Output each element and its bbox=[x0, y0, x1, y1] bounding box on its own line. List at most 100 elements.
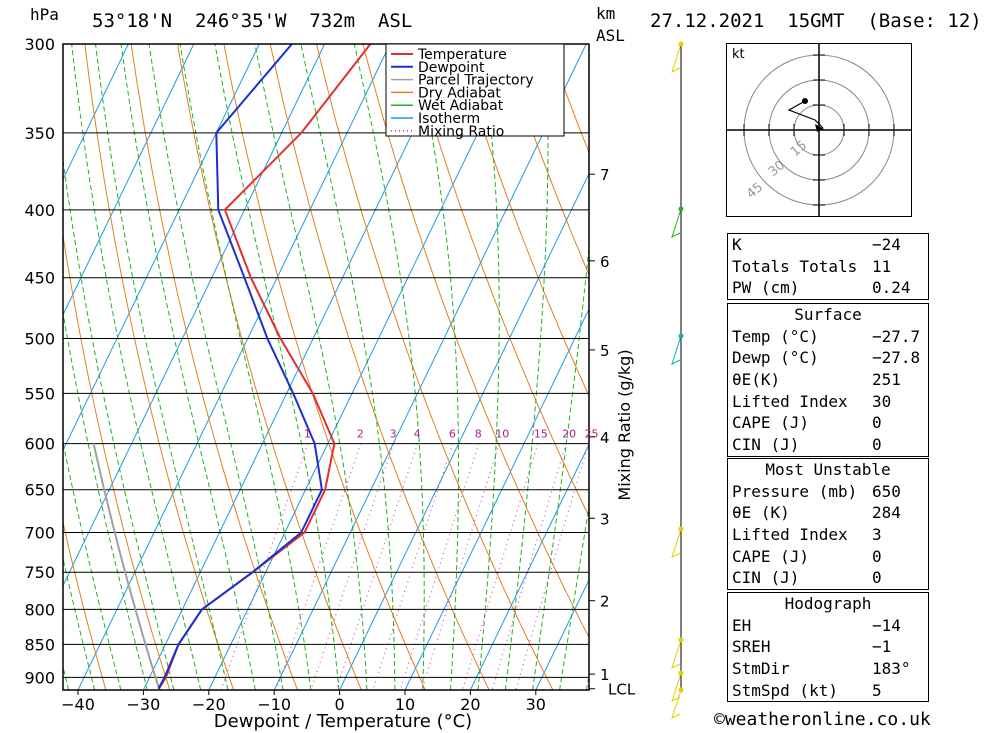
km-label: km bbox=[596, 4, 616, 23]
wet-adiabat-line bbox=[504, 44, 549, 690]
param-value: 0.24 bbox=[872, 278, 911, 298]
pressure-tick-label: 900 bbox=[24, 668, 55, 687]
isotherm-line bbox=[63, 44, 260, 452]
isotherm-line bbox=[273, 44, 587, 690]
isotherm-line bbox=[63, 44, 326, 587]
wet-adiabat-line bbox=[254, 44, 368, 690]
table-row: SREH −1 bbox=[728, 636, 928, 658]
section-title: Most Unstable bbox=[765, 460, 891, 479]
isotherm-line bbox=[63, 44, 195, 316]
mixing-ratio-label: 1 bbox=[304, 428, 311, 441]
isotherm-line bbox=[142, 44, 456, 690]
mixing-ratio-label: 2 bbox=[357, 428, 364, 441]
param-value: −24 bbox=[872, 235, 901, 254]
param-label: EH bbox=[732, 615, 752, 635]
pressure-tick-label: 750 bbox=[24, 563, 55, 582]
wet-adiabat-line bbox=[63, 310, 148, 690]
mixing-ratio-label: 8 bbox=[475, 428, 482, 441]
wind-barb bbox=[671, 689, 682, 719]
wet-adiabat-line bbox=[179, 44, 312, 690]
mixing-ratio-label: 10 bbox=[495, 428, 509, 441]
table-row: CAPE (J) 0 bbox=[728, 412, 928, 434]
wind-barb bbox=[671, 43, 682, 73]
param-value: 0 bbox=[872, 546, 882, 566]
mixing-ratio-line bbox=[461, 443, 539, 690]
param-label: StmDir bbox=[732, 659, 790, 679]
mixing-ratio-label: 20 bbox=[562, 428, 576, 441]
pressure-tick-label: 700 bbox=[24, 523, 55, 542]
param-value: 650 bbox=[872, 481, 901, 501]
wet-adiabat-line bbox=[300, 44, 396, 690]
param-value: 284 bbox=[872, 503, 901, 523]
legend-box bbox=[385, 43, 565, 137]
legend-label: Temperature bbox=[417, 47, 507, 63]
dry-adiabat-line bbox=[269, 44, 490, 690]
wet-adiabat-line bbox=[414, 44, 459, 690]
param-value: −27.8 bbox=[872, 348, 921, 368]
param-label: K bbox=[732, 235, 742, 254]
param-value: 11 bbox=[872, 256, 892, 276]
table-row: Dewp (°C) −27.8 bbox=[728, 347, 928, 369]
most-unstable-table: Most Unstable Pressure (mb) 650 θE (K) 284… bbox=[727, 458, 929, 591]
isotherm-line bbox=[469, 443, 589, 690]
param-label: Lifted Index bbox=[732, 391, 848, 411]
mixing-ratio-label: 3 bbox=[390, 428, 397, 441]
km-tick-label: LCL bbox=[608, 681, 636, 699]
wet-adiabat-line bbox=[71, 44, 202, 690]
mixing-ratio-axis-label: Mixing Ratio (g/kg) bbox=[615, 349, 634, 500]
indices-table: K −24 Totals Totals 11 PW (cm) 0.24 bbox=[727, 233, 929, 301]
section-title: Surface bbox=[794, 305, 862, 324]
mixing-ratio-line bbox=[515, 443, 589, 690]
isotherm-line bbox=[208, 44, 522, 690]
km-tick-label: 5 bbox=[600, 342, 610, 360]
mixing-ratio-label: 25 bbox=[585, 428, 599, 441]
table-row: Pressure (mb) 650 bbox=[728, 481, 928, 503]
pressure-tick-label: 400 bbox=[24, 201, 55, 220]
x-axis-label: Dewpoint / Temperature (°C) bbox=[214, 711, 472, 732]
param-label: Pressure (mb) bbox=[732, 481, 858, 501]
table-row: StmDir 183° bbox=[728, 658, 928, 680]
table-row: CIN (J) 0 bbox=[728, 434, 928, 456]
hodograph-trace bbox=[787, 100, 824, 129]
dry-adiabat-line bbox=[919, 44, 1000, 690]
km-tick-label: 6 bbox=[600, 253, 610, 271]
wet-adiabat-line bbox=[353, 44, 425, 690]
km-tick-label: 3 bbox=[600, 510, 610, 528]
hodograph-ring-label: 45 bbox=[744, 180, 766, 202]
table-row: PW (cm) 0.24 bbox=[728, 277, 928, 299]
table-row: K −24 bbox=[728, 234, 928, 256]
param-label: θE(K) bbox=[732, 370, 781, 390]
dry-adiabat-line bbox=[63, 232, 171, 690]
param-value: 0 bbox=[872, 435, 882, 455]
param-value: 0 bbox=[872, 413, 882, 433]
dry-adiabat-line bbox=[84, 44, 235, 690]
wind-barb bbox=[671, 672, 682, 702]
param-value: 183° bbox=[872, 659, 911, 679]
pressure-tick-label: 350 bbox=[24, 124, 55, 143]
mixing-ratio-line bbox=[310, 443, 395, 690]
param-label: CAPE (J) bbox=[732, 413, 810, 433]
x-tick-label: −40 bbox=[61, 695, 95, 714]
hodograph-unit-label: kt bbox=[732, 47, 745, 62]
table-row: Temp (°C) −27.7 bbox=[728, 326, 928, 348]
table-row: EH −14 bbox=[728, 615, 928, 637]
isotherm-line bbox=[535, 578, 589, 690]
copyright: ©weatheronline.co.uk bbox=[714, 709, 931, 730]
param-value: 5 bbox=[872, 680, 882, 700]
x-tick-label: 0 bbox=[335, 695, 345, 714]
wet-adiabat-line bbox=[120, 44, 256, 690]
param-label: CAPE (J) bbox=[732, 546, 810, 566]
mixing-ratio-line bbox=[491, 443, 567, 690]
legend-label: Parcel Trajectory bbox=[418, 73, 534, 89]
parcel-trajectory-line bbox=[92, 443, 161, 690]
isotherm-line bbox=[77, 44, 391, 690]
param-label: Lifted Index bbox=[732, 525, 848, 545]
param-label: PW (cm) bbox=[732, 278, 800, 298]
wind-barb bbox=[671, 528, 682, 558]
km-tick-label: 7 bbox=[600, 166, 610, 184]
param-label: Totals Totals bbox=[732, 256, 858, 276]
hodograph-table: Hodograph EH −14 SREH −1 StmDir 183° StmSpd… bbox=[727, 592, 929, 703]
dry-adiabat-line bbox=[130, 44, 298, 690]
